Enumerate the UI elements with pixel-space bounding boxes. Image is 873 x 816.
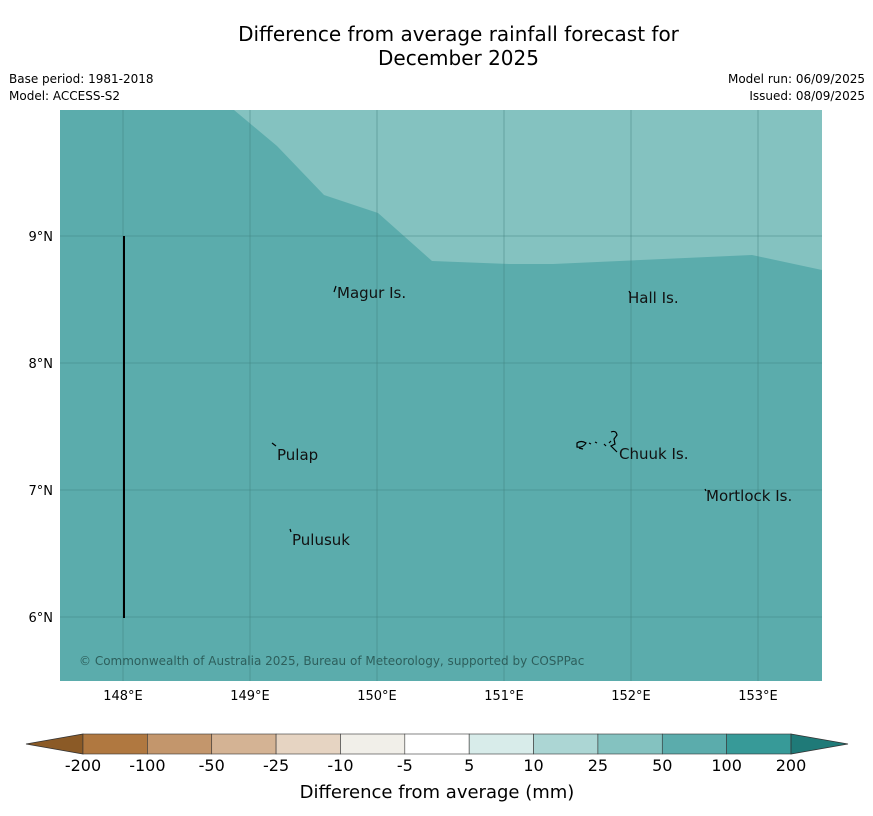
colorbar-tick-label: -25 xyxy=(263,756,289,775)
model-text: Model: ACCESS-S2 xyxy=(9,89,121,103)
title-line-2: December 2025 xyxy=(378,46,539,70)
colorbar-segment xyxy=(275,733,341,755)
lon-tick-label: 153°E xyxy=(738,689,778,704)
colorbar-segment xyxy=(533,733,599,755)
place-label-pulusuk: Pulusuk xyxy=(292,531,350,549)
lat-ticks: 9°N 8°N 7°N 6°N xyxy=(29,230,54,626)
pulusuk-island-shape xyxy=(289,528,292,533)
place-label-mortlock: Mortlock Is. xyxy=(706,487,792,505)
colorbar-segment xyxy=(82,733,148,755)
lon-tick-label: 148°E xyxy=(103,689,143,704)
map-panel: Magur Is. Hall Is. Pulap Chuuk Is. Mortl… xyxy=(60,110,822,681)
colorbar-tick-label: -10 xyxy=(327,756,353,775)
colorbar-segment xyxy=(597,733,663,755)
lat-tick-label: 8°N xyxy=(29,357,54,372)
colorbar-tick-label: -100 xyxy=(129,756,165,775)
colorbar-extend-right xyxy=(790,733,849,755)
place-label-pulap: Pulap xyxy=(277,446,318,464)
colorbar-tick-label: 200 xyxy=(776,756,807,775)
model-run-text: Model run: 06/09/2025 xyxy=(727,72,865,86)
copyright-text: © Commonwealth of Australia 2025, Bureau… xyxy=(79,654,584,668)
colorbar-title: Difference from average (mm) xyxy=(300,782,575,803)
place-label-chuuk: Chuuk Is. xyxy=(619,445,688,463)
map-title: Difference from average rainfall forecas… xyxy=(0,22,873,70)
colorbar-segment xyxy=(726,733,792,755)
colorbar-tick-label: 100 xyxy=(711,756,742,775)
colorbar-tick-label: 25 xyxy=(588,756,608,775)
lon-tick-label: 151°E xyxy=(484,689,524,704)
place-label-magur: Magur Is. xyxy=(337,284,406,302)
colorbar-segment xyxy=(340,733,406,755)
hall-island-shape xyxy=(628,290,631,294)
meta-right: Model run: 06/09/2025 Issued: 08/09/2025 xyxy=(728,71,865,105)
base-period-text: Base period: 1981-2018 xyxy=(9,72,154,86)
lat-tick-label: 9°N xyxy=(29,230,54,245)
colorbar-segment xyxy=(211,733,277,755)
colorbar: -200 -100 -50 -25 -10 -5 5 10 25 50 100 200 Differe… xyxy=(25,733,849,803)
meta-left: Base period: 1981-2018 Model: ACCESS-S2 xyxy=(9,71,154,105)
pulap-island-shape xyxy=(271,442,277,447)
lon-tick-label: 152°E xyxy=(611,689,651,704)
colorbar-labels: -200 -100 -50 -25 -10 -5 5 10 25 50 100 200 xyxy=(65,756,806,775)
island-markers xyxy=(271,285,707,533)
colorbar-tick-label: 10 xyxy=(523,756,543,775)
colorbar-tick-label: -5 xyxy=(397,756,413,775)
lon-ticks: 148°E 149°E 150°E 151°E 152°E 153°E xyxy=(103,689,778,704)
lon-tick-label: 149°E xyxy=(230,689,270,704)
lon-tick-label: 150°E xyxy=(357,689,397,704)
colorbar-segment xyxy=(404,733,470,755)
mortlock-island-shape xyxy=(704,488,707,492)
lat-tick-label: 7°N xyxy=(29,484,54,499)
place-label-hall: Hall Is. xyxy=(628,289,679,307)
colorbar-segment xyxy=(661,733,727,755)
issued-text: Issued: 08/09/2025 xyxy=(749,89,865,103)
colorbar-tick-label: -50 xyxy=(199,756,225,775)
colorbar-extend-left xyxy=(25,733,84,755)
colorbar-tick-label: 50 xyxy=(652,756,672,775)
lat-tick-label: 6°N xyxy=(29,611,54,626)
title-line-1: Difference from average rainfall forecas… xyxy=(238,22,679,46)
chuuk-lagoon-shape xyxy=(576,430,618,453)
magur-island-shape xyxy=(333,285,337,293)
colorbar-tick-label: 5 xyxy=(464,756,474,775)
colorbar-tick-label: -200 xyxy=(65,756,101,775)
colorbar-segment xyxy=(147,733,213,755)
colorbar-segments xyxy=(82,733,792,755)
colorbar-segment xyxy=(468,733,534,755)
anomaly-25-50-region xyxy=(234,110,822,270)
